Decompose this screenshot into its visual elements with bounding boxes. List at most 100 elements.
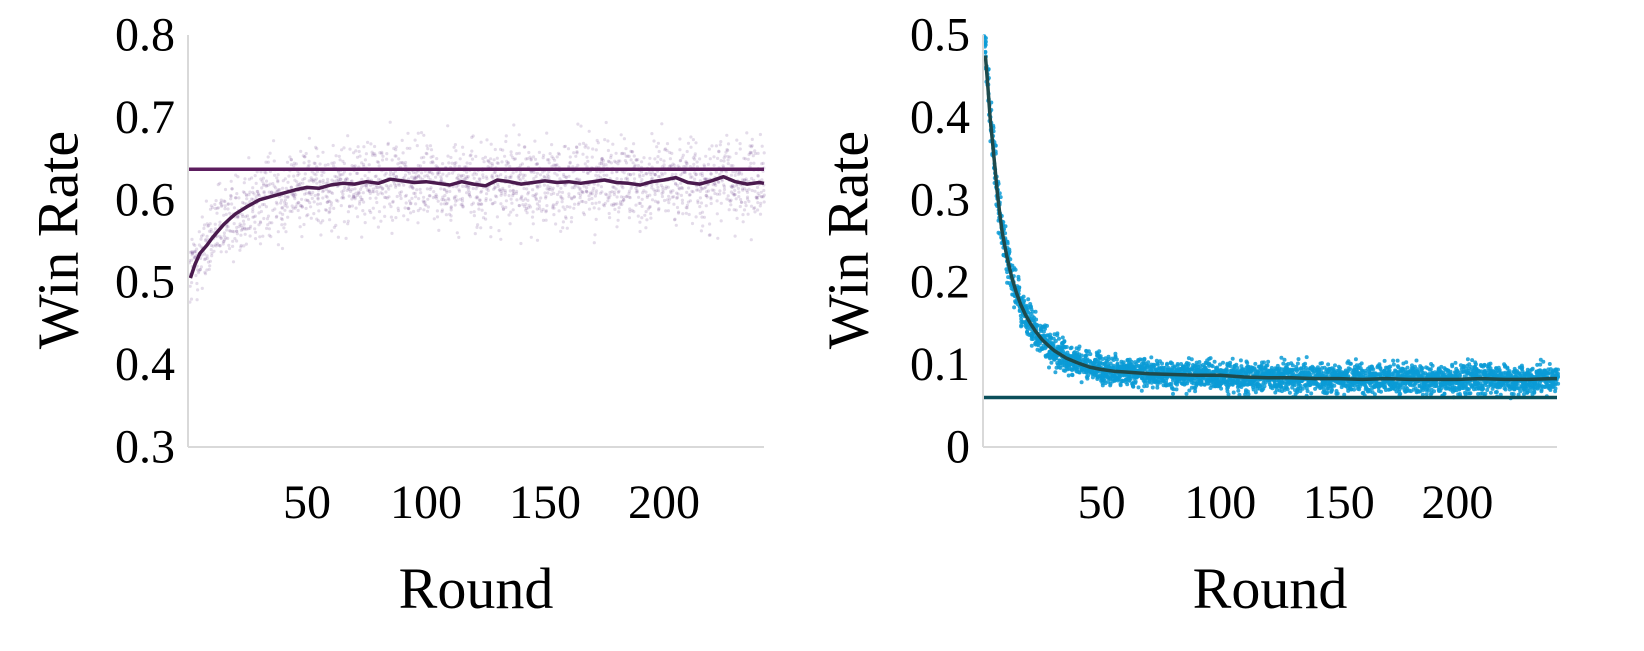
- scatter-point: [245, 194, 249, 198]
- scatter-point: [626, 154, 630, 158]
- scatter-point: [505, 159, 509, 163]
- scatter-point: [489, 157, 493, 161]
- scatter-point: [473, 171, 477, 175]
- scatter-point: [752, 178, 756, 182]
- scatter-point: [600, 157, 604, 161]
- scatter-point: [232, 206, 236, 210]
- scatter-point: [1442, 391, 1447, 396]
- scatter-point: [678, 159, 682, 163]
- scatter-point: [587, 197, 591, 202]
- scatter-point: [439, 177, 444, 181]
- scatter-point: [355, 155, 360, 159]
- scatter-point: [585, 190, 589, 194]
- scatter-point: [1131, 384, 1136, 389]
- scatter-point: [1424, 392, 1429, 397]
- scatter-point: [477, 180, 482, 184]
- scatter-point: [377, 210, 382, 214]
- scatter-point: [737, 171, 741, 175]
- scatter-point: [398, 191, 402, 195]
- scatter-point: [504, 175, 508, 179]
- scatter-point: [617, 210, 621, 214]
- scatter-point: [1450, 362, 1455, 367]
- scatter-point: [741, 213, 745, 217]
- scatter-point: [1405, 365, 1410, 370]
- scatter-point: [754, 195, 759, 199]
- scatter-point: [531, 188, 535, 192]
- scatter-point: [564, 175, 568, 179]
- scatter-point: [756, 191, 760, 195]
- scatter-point: [547, 158, 551, 162]
- scatter-point: [653, 172, 657, 176]
- scatter-point: [1419, 365, 1424, 370]
- scatter-point: [542, 183, 547, 187]
- scatter-point: [190, 251, 194, 255]
- scatter-point: [346, 219, 350, 223]
- scatter-point: [429, 170, 433, 174]
- scatter-point: [256, 192, 261, 196]
- scatter-point: [664, 185, 668, 189]
- scatter-point: [188, 300, 192, 304]
- scatter-point: [726, 155, 730, 159]
- scatter-point: [755, 195, 760, 200]
- scatter-point: [362, 200, 366, 204]
- scatter-point: [316, 154, 320, 158]
- scatter-point: [280, 223, 284, 227]
- scatter-point: [681, 153, 685, 157]
- scatter-point: [247, 177, 251, 181]
- scatter-point: [356, 192, 360, 196]
- scatter-point: [454, 199, 458, 203]
- scatter-point: [475, 225, 479, 229]
- scatter-point: [262, 183, 266, 187]
- scatter-point: [267, 233, 271, 237]
- scatter-point: [467, 190, 471, 194]
- scatter-point: [726, 142, 731, 146]
- scatter-point: [308, 201, 312, 205]
- scatter-point: [258, 220, 262, 224]
- scatter-point: [465, 161, 469, 165]
- scatter-point: [274, 200, 278, 204]
- scatter-point: [608, 190, 612, 195]
- scatter-point: [612, 193, 617, 197]
- scatter-point: [1387, 373, 1392, 378]
- scatter-point: [524, 206, 529, 211]
- scatter-point: [589, 192, 593, 196]
- scatter-point: [1175, 362, 1180, 366]
- scatter-point: [253, 220, 257, 224]
- scatter-point: [616, 162, 620, 166]
- scatter-point: [469, 210, 473, 214]
- scatter-point: [653, 157, 657, 161]
- scatter-point: [700, 187, 704, 191]
- scatter-point: [511, 188, 515, 192]
- scatter-point: [347, 187, 351, 192]
- scatter-point: [659, 157, 663, 161]
- scatter-point: [624, 161, 629, 165]
- scatter-point: [702, 177, 707, 181]
- scatter-point: [665, 149, 669, 153]
- scatter-point: [477, 203, 481, 207]
- scatter-point: [215, 206, 219, 210]
- scatter-point: [457, 235, 461, 239]
- scatter-point: [363, 158, 367, 162]
- scatter-point: [496, 182, 500, 186]
- scatter-point: [223, 207, 227, 211]
- scatter-point: [759, 190, 763, 194]
- scatter-point: [341, 159, 345, 163]
- scatter-point: [268, 221, 272, 225]
- scatter-point: [221, 242, 225, 246]
- scatter-point: [662, 163, 666, 167]
- scatter-point: [680, 201, 685, 205]
- scatter-point: [730, 185, 734, 189]
- scatter-point: [1155, 385, 1160, 390]
- scatter-point: [288, 209, 292, 213]
- scatter-point: [403, 173, 408, 177]
- scatter-point: [351, 195, 355, 199]
- scatter-point: [490, 175, 494, 179]
- scatter-point: [269, 235, 273, 239]
- scatter-point: [563, 144, 568, 148]
- scatter-point: [441, 195, 445, 199]
- scatter-point: [635, 188, 639, 192]
- scatter-point: [1372, 392, 1377, 397]
- scatter-point: [315, 217, 319, 221]
- scatter-point: [567, 164, 571, 169]
- scatter-point: [742, 208, 747, 212]
